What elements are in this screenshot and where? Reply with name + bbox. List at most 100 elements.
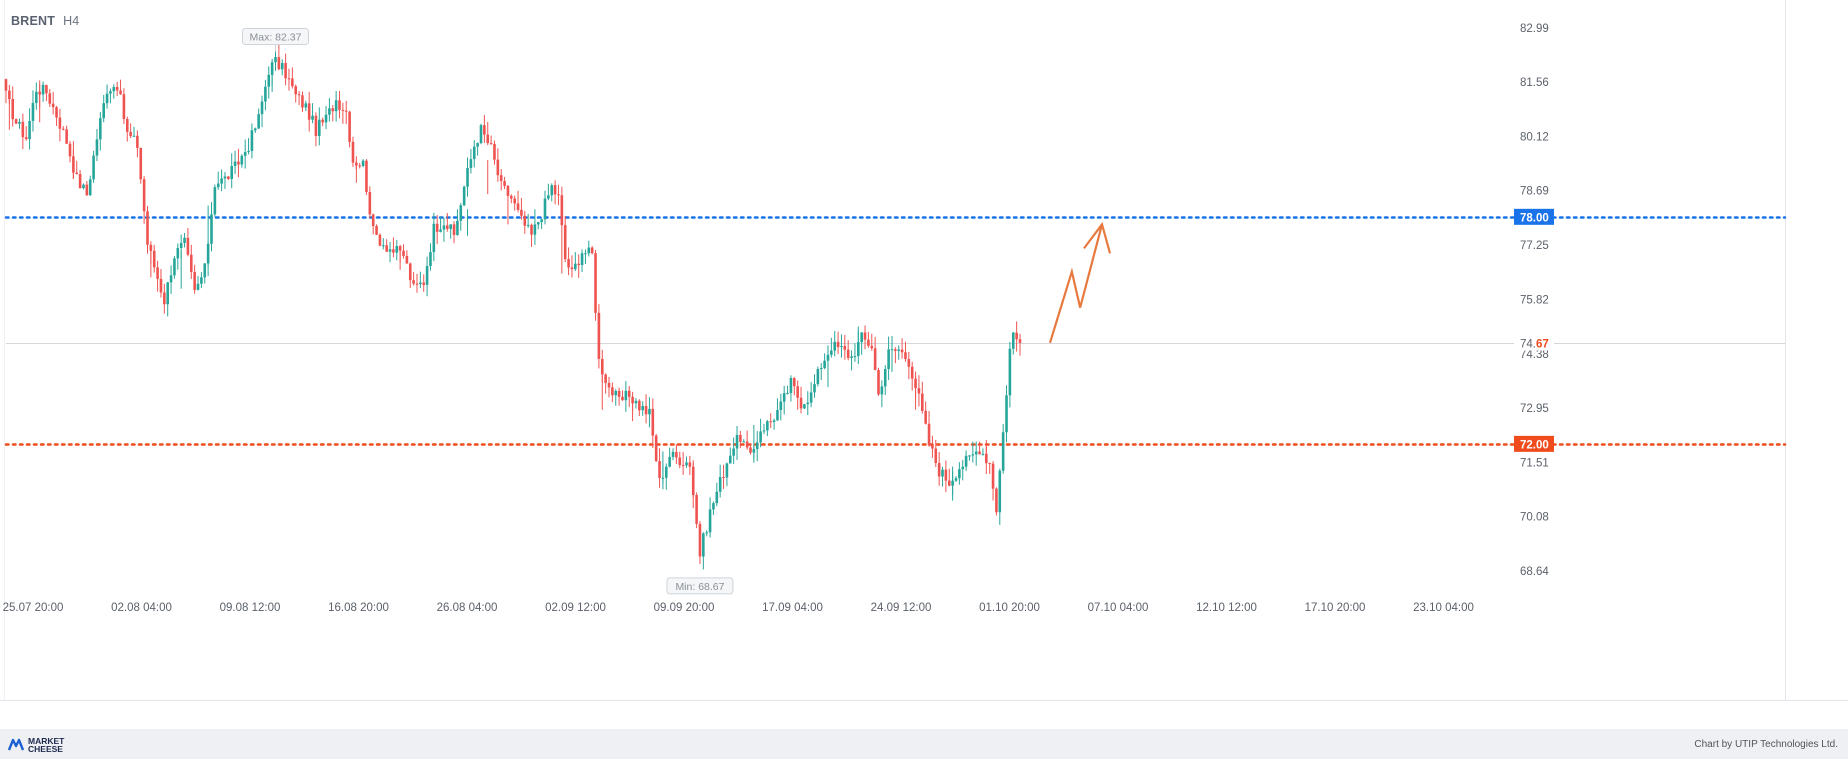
candle-body	[954, 478, 958, 481]
candle-body	[466, 167, 469, 187]
y-tick-label: 75.82	[1520, 294, 1549, 306]
candle-body	[823, 360, 826, 369]
brand-name: MARKET CHEESE	[28, 736, 65, 754]
level-badge: 72.00	[1514, 435, 1554, 452]
candle-body	[227, 176, 230, 179]
candle-body	[344, 110, 348, 112]
candle-body	[597, 312, 601, 359]
candle-body	[897, 349, 901, 351]
x-tick-label: 02.08 04:00	[111, 602, 172, 614]
min-marker-label: Min: 68.67	[675, 581, 724, 593]
candle-body	[553, 185, 557, 195]
candle-body	[782, 393, 786, 402]
candle-body	[297, 94, 301, 96]
candle-body	[725, 463, 729, 478]
candle-body	[543, 198, 547, 220]
candle-body	[499, 175, 503, 182]
candle-body	[853, 356, 857, 358]
candle-body	[792, 378, 796, 387]
candle-body	[472, 146, 476, 160]
candle-body	[28, 120, 31, 140]
candle-body	[196, 283, 200, 290]
candle-body	[907, 359, 911, 367]
current-price-box	[1514, 335, 1554, 351]
candle-body	[718, 477, 722, 492]
candle-body	[395, 246, 399, 253]
candle-body	[766, 421, 769, 431]
candle-body	[570, 267, 574, 270]
candle-body	[503, 181, 506, 186]
chart-footer: MARKET CHEESE Chart by UTIP Technologies…	[0, 729, 1848, 759]
candle-body	[210, 214, 213, 244]
y-tick-label: 70.08	[1520, 512, 1549, 524]
candle-body	[735, 434, 739, 449]
candle-body	[843, 346, 847, 350]
candle-body	[402, 250, 405, 256]
axes-frame	[0, 0, 1848, 701]
candle-body	[99, 118, 102, 140]
candle-body	[341, 109, 345, 111]
candle-body	[55, 107, 58, 118]
candle-body	[287, 78, 291, 80]
candle-body	[159, 278, 163, 293]
x-tick-label: 07.10 04:00	[1088, 602, 1149, 614]
candle-body	[536, 222, 540, 225]
candle-body	[109, 91, 112, 94]
projection-arrowhead	[1083, 221, 1112, 254]
candle-body	[574, 263, 577, 270]
candle-body	[324, 114, 328, 123]
candle-body	[189, 254, 193, 272]
candle-body	[742, 441, 746, 443]
candle-body	[910, 366, 914, 379]
candle-body	[385, 245, 388, 252]
brand-logo[interactable]: MARKET CHEESE	[8, 737, 64, 753]
candle-body	[136, 135, 139, 148]
candle-body	[870, 345, 874, 349]
candle-body	[530, 224, 533, 235]
candle-body	[587, 247, 591, 254]
candle-body	[314, 115, 318, 136]
candle-body	[31, 102, 35, 121]
candle-body	[442, 225, 446, 230]
candle-body	[516, 203, 520, 210]
candle-body	[934, 448, 938, 463]
candle-body	[749, 447, 752, 453]
candle-body	[152, 250, 156, 268]
max-marker-box	[242, 27, 310, 45]
candle-body	[102, 103, 105, 119]
chart-canvas[interactable]: Max: 82.37 Min: 68.67 82.99 81.56 80.12 78.6…	[0, 0, 1848, 729]
candle-body	[486, 134, 490, 144]
candle-body	[526, 224, 530, 226]
candle-body	[176, 248, 180, 259]
x-tick-label: 26.08 04:00	[437, 602, 498, 614]
candle-body	[931, 445, 934, 449]
candle-body	[125, 118, 129, 132]
symbol-label: BRENT	[11, 14, 56, 28]
candle-body	[860, 332, 863, 343]
x-tick-label: 25.07 20:00	[3, 602, 64, 614]
candle-body	[88, 179, 92, 196]
candle-body	[240, 155, 244, 165]
candle-body	[132, 135, 136, 137]
candle-body	[230, 166, 234, 179]
candle-body	[567, 259, 570, 268]
candle-body	[247, 151, 250, 153]
markers: Max: 82.37 Min: 68.67	[242, 27, 734, 595]
candle-body	[203, 263, 207, 278]
candle-body	[105, 93, 109, 104]
candle-body	[863, 332, 867, 340]
candle-body	[75, 172, 79, 174]
candle-body	[600, 358, 604, 375]
candle-body	[331, 108, 335, 112]
candle-body	[65, 129, 68, 144]
candle-body	[179, 243, 183, 249]
candle-body	[712, 503, 715, 510]
candle-body	[317, 119, 321, 136]
candle-body	[429, 252, 432, 267]
min-marker-box	[666, 577, 734, 595]
candle-body	[722, 477, 725, 479]
current-price-label: 74.67	[1520, 339, 1549, 351]
candle-body	[971, 454, 975, 456]
candle-body	[435, 223, 439, 232]
